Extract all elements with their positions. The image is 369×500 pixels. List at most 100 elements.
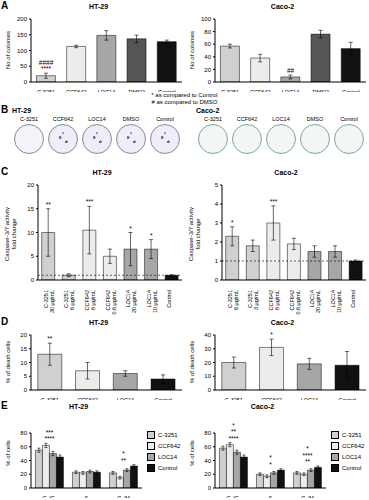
svg-text:2: 2 <box>215 239 219 245</box>
svg-text:S: S <box>85 495 89 498</box>
svg-text:20: 20 <box>20 332 27 338</box>
svg-text:S: S <box>269 495 273 498</box>
svg-text:DMSO: DMSO <box>312 89 329 92</box>
svg-text:**: ** <box>46 201 52 208</box>
svg-text:80: 80 <box>204 430 211 436</box>
svg-text:20: 20 <box>27 182 34 188</box>
svg-text:***: *** <box>46 429 54 436</box>
svg-text:Control: Control <box>350 290 356 308</box>
svg-text:0: 0 <box>24 387 28 393</box>
svg-text:G₂/M: G₂/M <box>301 495 314 498</box>
svg-text:CCF6426 µg/mL: CCF6426 µg/mL <box>84 290 96 310</box>
svg-text:*: * <box>232 422 235 429</box>
svg-text:****: **** <box>302 452 313 459</box>
svg-text:0: 0 <box>208 387 212 393</box>
svg-text:CCF642: CCF642 <box>250 89 270 92</box>
svg-text:####: #### <box>39 59 54 66</box>
svg-text:LOC1410 µg/mL: LOC1410 µg/mL <box>146 290 158 313</box>
svg-text:****: **** <box>44 435 55 442</box>
svg-text:CCF642: CCF642 <box>66 89 86 92</box>
svg-text:20: 20 <box>204 471 211 477</box>
svg-text:4: 4 <box>215 201 219 207</box>
svg-text:0: 0 <box>215 277 219 283</box>
svg-text:G₀/G₁: G₀/G₁ <box>226 495 240 498</box>
svg-text:C-32516 µg/mL: C-32516 µg/mL <box>227 290 239 310</box>
svg-text:50: 50 <box>20 63 27 69</box>
svg-text:5: 5 <box>24 373 28 379</box>
svg-text:200: 200 <box>17 16 28 22</box>
svg-text:G₀/G₁: G₀/G₁ <box>42 495 56 498</box>
svg-text:100: 100 <box>201 16 212 22</box>
svg-text:**: ** <box>47 335 53 342</box>
svg-text:*: * <box>122 450 125 457</box>
svg-text:20: 20 <box>20 471 27 477</box>
svg-text:C-32516 µg/mL: C-32516 µg/mL <box>63 290 75 310</box>
svg-text:LOC14: LOC14 <box>117 397 134 400</box>
svg-text:G₂/M: G₂/M <box>117 495 130 498</box>
svg-text:40: 40 <box>20 458 27 464</box>
svg-text:20: 20 <box>204 67 211 73</box>
svg-text:0: 0 <box>208 79 212 85</box>
svg-text:5: 5 <box>215 182 219 188</box>
svg-text:0: 0 <box>208 485 212 491</box>
svg-text:***: *** <box>270 198 278 205</box>
svg-text:80: 80 <box>204 29 211 35</box>
svg-text:##: ## <box>287 67 295 74</box>
svg-text:C-3251: C-3251 <box>221 89 239 92</box>
svg-text:60: 60 <box>204 41 211 47</box>
svg-text:Control: Control <box>166 290 172 308</box>
svg-text:60: 60 <box>20 444 27 450</box>
svg-text:CCF6426 µg/mL: CCF6426 µg/mL <box>268 290 280 310</box>
svg-text:CCF642: CCF642 <box>77 397 97 400</box>
svg-text:*: * <box>306 445 309 452</box>
svg-text:40: 40 <box>204 458 211 464</box>
svg-text:DMSO: DMSO <box>128 89 145 92</box>
svg-text:C-3251: C-3251 <box>225 397 243 400</box>
svg-text:80: 80 <box>20 430 27 436</box>
svg-text:Control: Control <box>342 89 360 92</box>
svg-text:**: ** <box>305 458 311 465</box>
svg-text:LOC1420 µg/mL: LOC1420 µg/mL <box>309 290 321 313</box>
svg-text:****: **** <box>228 435 239 442</box>
svg-text:0: 0 <box>24 79 28 85</box>
svg-text:10: 10 <box>204 373 211 379</box>
svg-text:Control: Control <box>154 397 172 400</box>
svg-text:10: 10 <box>20 360 27 366</box>
svg-text:15: 15 <box>27 206 34 212</box>
svg-text:C-325130 µg/mL: C-325130 µg/mL <box>43 290 55 313</box>
svg-text:***: *** <box>86 198 94 205</box>
svg-text:CCF6420.6 µg/mL: CCF6420.6 µg/mL <box>105 290 117 315</box>
svg-text:20: 20 <box>204 360 211 366</box>
svg-text:CCF6420.6 µg/mL: CCF6420.6 µg/mL <box>289 290 301 315</box>
svg-text:****: **** <box>41 65 52 72</box>
svg-text:LOC14: LOC14 <box>301 397 318 400</box>
svg-text:LOC1420 µg/mL: LOC1420 µg/mL <box>125 290 137 313</box>
svg-text:*: * <box>269 461 272 468</box>
svg-text:*: * <box>129 225 132 232</box>
svg-text:5: 5 <box>31 253 35 259</box>
svg-text:40: 40 <box>204 332 211 338</box>
svg-text:*: * <box>269 454 272 461</box>
svg-text:100: 100 <box>17 48 28 54</box>
svg-text:LOC14: LOC14 <box>282 89 299 92</box>
svg-text:Control: Control <box>338 397 356 400</box>
svg-text:30: 30 <box>204 346 211 352</box>
svg-text:1: 1 <box>215 258 219 264</box>
svg-text:C-3251: C-3251 <box>41 397 59 400</box>
svg-text:0: 0 <box>24 485 28 491</box>
svg-text:*: * <box>231 219 234 226</box>
svg-text:15: 15 <box>20 346 27 352</box>
svg-text:C-3251: C-3251 <box>37 89 55 92</box>
svg-text:C-32513 µg/mL: C-32513 µg/mL <box>247 290 259 310</box>
svg-text:LOC1410 µg/mL: LOC1410 µg/mL <box>330 290 342 313</box>
svg-text:*: * <box>150 232 153 239</box>
svg-text:0: 0 <box>31 277 35 283</box>
svg-text:40: 40 <box>204 54 211 60</box>
svg-text:*: * <box>270 331 273 338</box>
svg-text:3: 3 <box>215 220 219 226</box>
svg-text:LOC14: LOC14 <box>98 89 115 92</box>
svg-text:Control: Control <box>158 89 176 92</box>
svg-text:60: 60 <box>204 444 211 450</box>
svg-text:CCF642: CCF642 <box>261 397 281 400</box>
svg-text:150: 150 <box>17 32 28 38</box>
